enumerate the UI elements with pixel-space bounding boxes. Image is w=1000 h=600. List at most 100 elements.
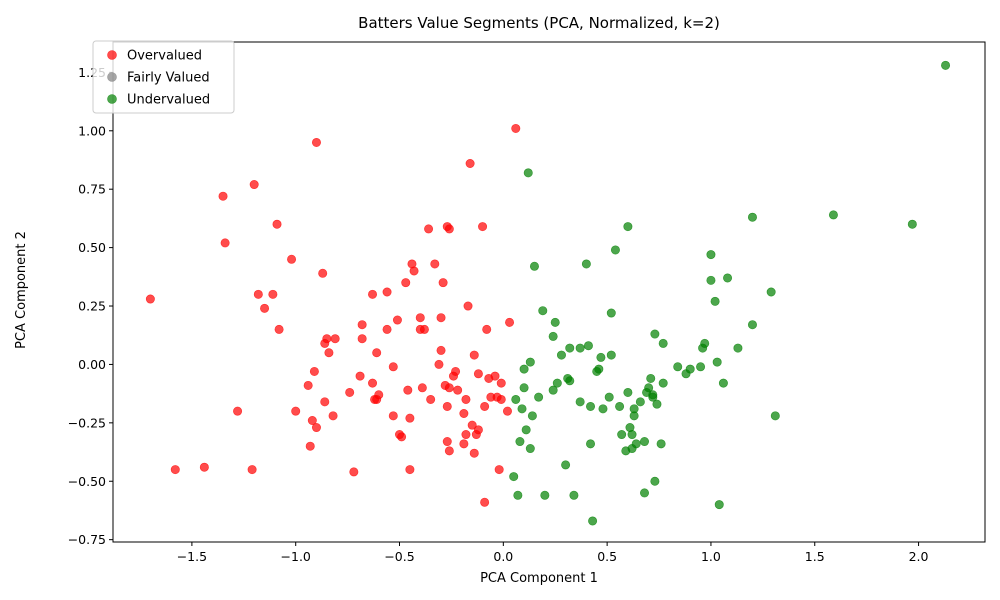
scatter-point	[272, 219, 282, 229]
scatter-point	[556, 350, 566, 360]
scatter-point	[606, 350, 616, 360]
scatter-point	[170, 465, 180, 475]
scatter-point	[303, 380, 313, 390]
scatter-point	[747, 320, 757, 330]
x-axis-label: PCA Component 1	[480, 571, 598, 586]
scatter-point	[253, 289, 263, 299]
scatter-point	[521, 425, 531, 435]
scatter-point	[268, 289, 278, 299]
scatter-point	[525, 357, 535, 367]
scatter-point	[710, 296, 720, 306]
scatter-point	[583, 341, 593, 351]
points-layer	[145, 60, 951, 526]
scatter-point	[434, 359, 444, 369]
y-tick-label: 0.25	[78, 299, 106, 314]
series-undervalued	[509, 60, 951, 526]
scatter-point	[515, 437, 525, 447]
scatter-point	[461, 430, 471, 440]
scatter-point	[233, 406, 243, 416]
scatter-point	[307, 416, 317, 426]
scatter-point	[357, 334, 367, 344]
y-tick-label: 0.00	[78, 357, 106, 372]
scatter-point	[646, 373, 656, 383]
scatter-point	[617, 430, 627, 440]
scatter-point	[700, 338, 710, 348]
scatter-point	[496, 378, 506, 388]
scatter-point	[575, 343, 585, 353]
scatter-point	[480, 401, 490, 411]
scatter-point	[324, 348, 334, 358]
scatter-point	[473, 369, 483, 379]
scatter-point	[311, 137, 321, 147]
scatter-point	[145, 294, 155, 304]
scatter-point	[635, 397, 645, 407]
scatter-point	[444, 224, 454, 234]
scatter-point	[451, 366, 461, 376]
x-tick-label: 2.0	[909, 549, 929, 564]
scatter-point	[575, 397, 585, 407]
scatter-point	[480, 497, 490, 507]
scatter-point	[287, 254, 297, 264]
scatter-point	[382, 324, 392, 334]
scatter-point	[442, 401, 452, 411]
scatter-point	[517, 404, 527, 414]
scatter-point	[586, 401, 596, 411]
scatter-point	[444, 383, 454, 393]
scatter-point	[581, 259, 591, 269]
scatter-point	[527, 411, 537, 421]
legend-marker	[107, 50, 117, 60]
scatter-point	[766, 287, 776, 297]
scatter-point	[459, 408, 469, 418]
scatter-point	[712, 357, 722, 367]
scatter-point	[673, 362, 683, 372]
scatter-point	[401, 278, 411, 288]
scatter-point	[305, 441, 315, 451]
scatter-point	[320, 397, 330, 407]
scatter-point	[417, 383, 427, 393]
plot-frame	[112, 41, 986, 543]
scatter-point	[538, 306, 548, 316]
series-overvalued	[145, 123, 521, 507]
scatter-point	[357, 320, 367, 330]
legend: Overvalued Fairly Valued Undervalued	[92, 40, 235, 114]
x-tick-label: −1.0	[281, 549, 311, 564]
scatter-point	[548, 385, 558, 395]
scatter-point	[465, 158, 475, 168]
y-tick-label: −0.50	[68, 474, 106, 489]
scatter-point	[714, 500, 724, 510]
x-tick-label: 0.5	[597, 549, 617, 564]
scatter-point	[249, 180, 259, 190]
x-tick-label: 0.0	[493, 549, 513, 564]
scatter-point	[552, 378, 562, 388]
scatter-point	[459, 439, 469, 449]
scatter-point	[548, 331, 558, 341]
legend-label: Overvalued	[127, 49, 202, 64]
scatter-point	[469, 350, 479, 360]
scatter-point	[405, 413, 415, 423]
scatter-point	[629, 411, 639, 421]
scatter-point	[355, 371, 365, 381]
scatter-point	[658, 378, 668, 388]
y-axis-label: PCA Component 2	[14, 231, 29, 349]
scatter-point	[569, 490, 579, 500]
scatter-point	[511, 394, 521, 404]
scatter-point	[374, 390, 384, 400]
x-tick-label: −1.5	[177, 549, 207, 564]
scatter-point	[463, 301, 473, 311]
scatter-point	[747, 212, 757, 222]
scatter-point	[828, 210, 838, 220]
y-axis-ticks: −0.75−0.50−0.250.000.250.500.751.001.25	[68, 65, 113, 547]
scatter-point	[644, 383, 654, 393]
scatter-point	[220, 238, 230, 248]
scatter-point	[403, 385, 413, 395]
x-tick-label: 1.5	[805, 549, 825, 564]
y-tick-label: −0.25	[68, 415, 106, 430]
scatter-point	[436, 345, 446, 355]
scatter-point	[509, 472, 519, 482]
scatter-point	[513, 490, 523, 500]
scatter-point	[610, 245, 620, 255]
legend-box	[92, 40, 235, 114]
scatter-point	[444, 446, 454, 456]
scatter-point	[502, 406, 512, 416]
